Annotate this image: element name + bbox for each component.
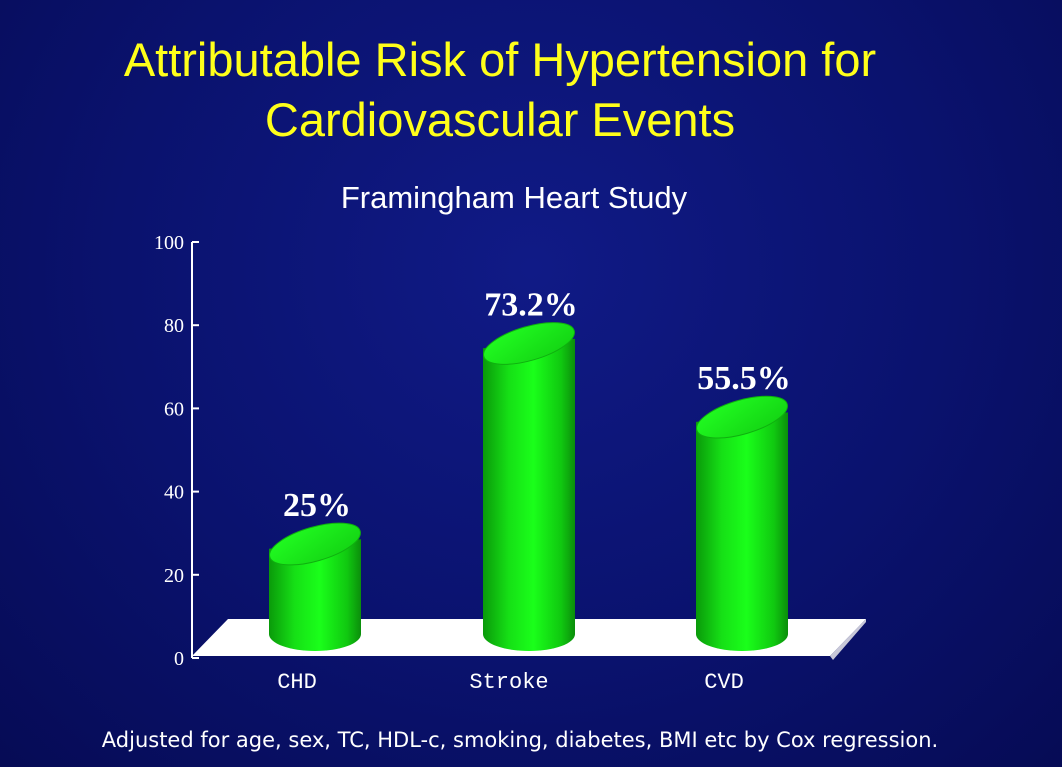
y-tick-label: 0: [174, 648, 184, 670]
labels: 25% CHD 73.2% Stroke 55.5% CVD: [277, 286, 791, 695]
floor-edge: [830, 619, 866, 660]
y-tick-label: 20: [164, 565, 184, 587]
bar-top: [483, 322, 575, 365]
bar-body: [483, 338, 575, 651]
chart-title: Framingham Heart Study: [340, 180, 688, 215]
bar-top: [269, 522, 361, 566]
footnote: Adjusted for age, sex, TC, HDL-c, smokin…: [101, 728, 939, 752]
title-line-2: Cardiovascular Events: [264, 93, 736, 146]
y-tick-label: 40: [164, 482, 184, 504]
y-tick-label: 80: [164, 315, 184, 337]
y-tick-label: 60: [164, 398, 184, 420]
category-label-chd: CHD: [277, 670, 317, 695]
bar-cvd: [696, 395, 788, 651]
bar-chd: [269, 522, 361, 651]
bar-top: [696, 395, 788, 439]
slide-title: Attributable Risk of Hypertension for Ca…: [0, 30, 1000, 150]
y-tick-label: 100: [154, 232, 184, 254]
y-axis: 0 20 40 60 80 100: [154, 232, 199, 670]
data-label-stroke: 73.2%: [484, 286, 578, 323]
bar-stroke: [483, 322, 575, 651]
title-line-1: Attributable Risk of Hypertension for: [123, 33, 877, 86]
category-label-stroke: Stroke: [469, 670, 548, 695]
data-label-cvd: 55.5%: [697, 360, 791, 397]
category-label-cvd: CVD: [704, 670, 744, 695]
bars: [269, 322, 788, 651]
bar-body: [696, 412, 788, 651]
bar-body: [269, 539, 361, 651]
data-label-chd: 25%: [283, 487, 351, 524]
